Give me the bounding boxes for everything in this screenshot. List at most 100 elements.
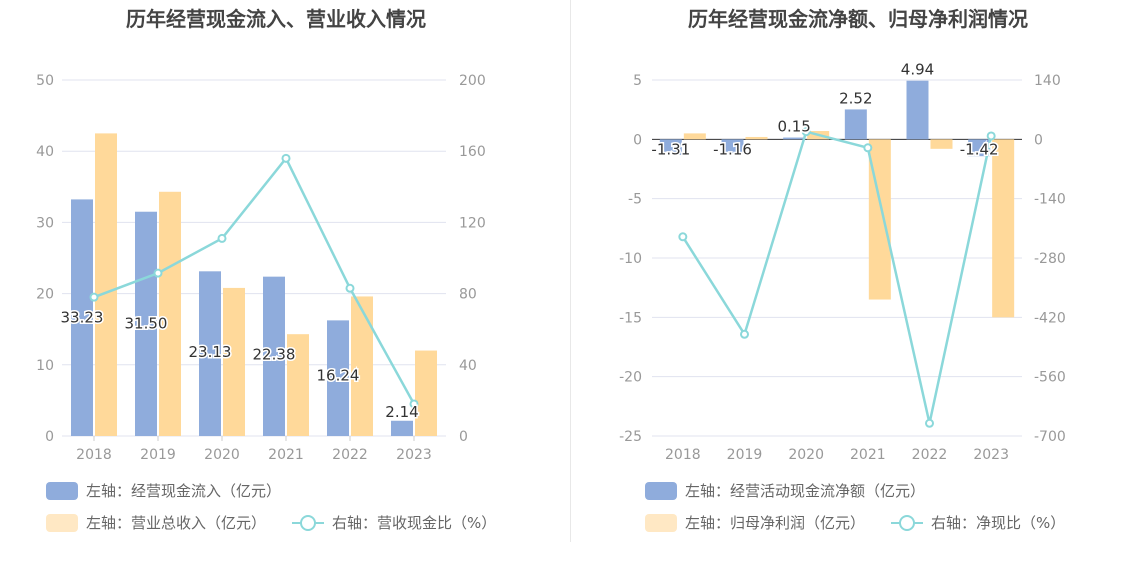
y-tick-label: -5 [628, 192, 642, 208]
data-label: 33.23 [61, 308, 104, 326]
data-label: 16.24 [317, 366, 360, 384]
y-tick-label: -10 [619, 251, 642, 267]
y2-tick-label: 120 [459, 215, 486, 231]
x-tick-label: 2018 [76, 447, 112, 463]
x-tick-label: 2020 [788, 447, 824, 463]
data-label: 31.50 [125, 314, 168, 332]
legend-label: 左轴：营业总收入（亿元） [86, 514, 267, 532]
line-point [801, 127, 811, 137]
line-point [925, 418, 934, 428]
x-tick-label: 2018 [665, 447, 701, 463]
y2-tick-label: 160 [459, 144, 486, 160]
legend-swatch-line [292, 514, 324, 532]
y2-tick-label: 40 [459, 358, 477, 374]
line-point [281, 153, 291, 163]
x-tick-label: 2021 [268, 447, 304, 463]
y-tick-label: 20 [36, 287, 54, 303]
bar-primary [844, 109, 867, 140]
y2-tick-label: -560 [1034, 370, 1066, 386]
legend-swatch-bar [46, 513, 78, 532]
y-tick-label: 30 [36, 215, 54, 231]
bar-secondary [351, 296, 373, 436]
data-label: -1.16 [713, 140, 752, 158]
y2-tick-label: 0 [1034, 132, 1043, 148]
y-tick-label: -25 [619, 429, 642, 445]
bar-secondary [415, 350, 437, 436]
bar-secondary [223, 287, 245, 436]
y-tick-label: -20 [619, 370, 642, 386]
line-point [217, 233, 227, 243]
bar-secondary [95, 133, 117, 436]
data-label: 22.38 [253, 346, 296, 364]
bar-secondary [287, 334, 309, 436]
x-tick-label: 2021 [850, 447, 886, 463]
data-label: 2.52 [839, 89, 872, 107]
line-point [678, 232, 688, 242]
line-point [89, 292, 99, 302]
bar-primary [199, 271, 221, 436]
legend-label: 左轴：经营现金流入（亿元） [86, 482, 282, 500]
y2-tick-label: -280 [1034, 251, 1066, 267]
y-tick-label: 50 [36, 73, 54, 89]
y2-tick-label: 0 [459, 429, 468, 445]
bar-primary [327, 320, 349, 436]
legend-item-net-profit[interactable]: 左轴：归母净利润（亿元） [645, 512, 865, 533]
y2-tick-label: 140 [1034, 73, 1061, 89]
data-label: 2.14 [385, 403, 418, 421]
x-tick-label: 2019 [140, 447, 176, 463]
bar-primary [783, 137, 806, 140]
line-point [345, 283, 355, 293]
legend-item-cash-ratio[interactable]: 右轴：营收现金比（%） [292, 512, 496, 533]
bar-secondary [745, 136, 768, 140]
legend-label: 左轴：归母净利润（亿元） [685, 514, 866, 532]
bar-secondary [159, 191, 181, 436]
bar-primary [391, 420, 413, 436]
bar-primary [906, 80, 929, 140]
bar-secondary [930, 139, 953, 149]
y-tick-label: 10 [36, 358, 54, 374]
chart-title: 历年经营现金流入、营业收入情况 [126, 7, 426, 31]
legend-item-revenue[interactable]: 左轴：营业总收入（亿元） [46, 512, 266, 533]
bar-primary [721, 139, 744, 154]
data-label: 4.94 [901, 61, 934, 79]
line-point [153, 268, 163, 278]
legend-swatch-bar [645, 481, 677, 500]
chart-title: 历年经营现金流净额、归母净利润情况 [688, 7, 1028, 31]
bar-secondary [992, 139, 1015, 318]
y2-tick-label: 200 [459, 73, 486, 89]
bar-primary [659, 139, 682, 155]
data-label: 0.15 [777, 118, 810, 136]
bar-primary [135, 211, 157, 436]
y2-tick-label: -420 [1034, 310, 1066, 326]
legend-label: 左轴：经营活动现金流净额（亿元） [685, 482, 926, 500]
legend-label: 右轴：净现比（%） [931, 514, 1066, 532]
line-point [740, 329, 749, 339]
y2-tick-label: -140 [1034, 192, 1066, 208]
data-label: 23.13 [189, 343, 232, 361]
legend-label: 右轴：营收现金比（%） [332, 514, 497, 532]
legend-swatch-bar [46, 481, 78, 500]
data-label: -1.42 [960, 140, 999, 158]
bar-primary [263, 276, 285, 436]
legend-item-net-cashflow[interactable]: 左轴：经营活动现金流净额（亿元） [645, 480, 925, 501]
legend-swatch-bar [645, 513, 677, 532]
legend-item-net-cash-ratio[interactable]: 右轴：净现比（%） [891, 512, 1065, 533]
line-point [863, 143, 873, 153]
line-point [409, 399, 419, 409]
panel-divider [570, 0, 571, 542]
y-tick-label: 0 [633, 132, 642, 148]
legend-item-cash-inflow[interactable]: 左轴：经营现金流入（亿元） [46, 480, 281, 501]
y-tick-label: 5 [633, 73, 642, 89]
x-tick-label: 2023 [396, 447, 432, 463]
line-series [93, 156, 416, 405]
bar-primary [71, 199, 93, 436]
y2-tick-label: 80 [459, 287, 477, 303]
y-tick-label: 40 [36, 144, 54, 160]
x-tick-label: 2022 [332, 447, 368, 463]
y-tick-label: 0 [45, 429, 54, 445]
bar-primary [968, 139, 991, 157]
data-label: -1.31 [651, 140, 690, 158]
line-series [681, 130, 993, 424]
x-tick-label: 2019 [727, 447, 763, 463]
